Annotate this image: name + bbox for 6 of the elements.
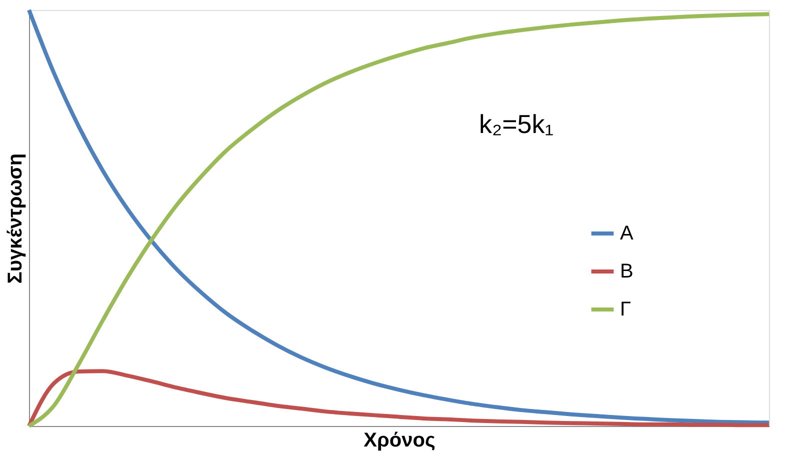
legend-label: A <box>620 222 634 244</box>
x-axis-title: Χρόνος <box>364 430 436 452</box>
annotation: k₂=5k₁ <box>479 109 554 139</box>
y-axis-title: Συγκέντρωση <box>4 153 26 284</box>
legend-label: B <box>620 260 634 282</box>
legend-label: Γ <box>620 298 632 320</box>
